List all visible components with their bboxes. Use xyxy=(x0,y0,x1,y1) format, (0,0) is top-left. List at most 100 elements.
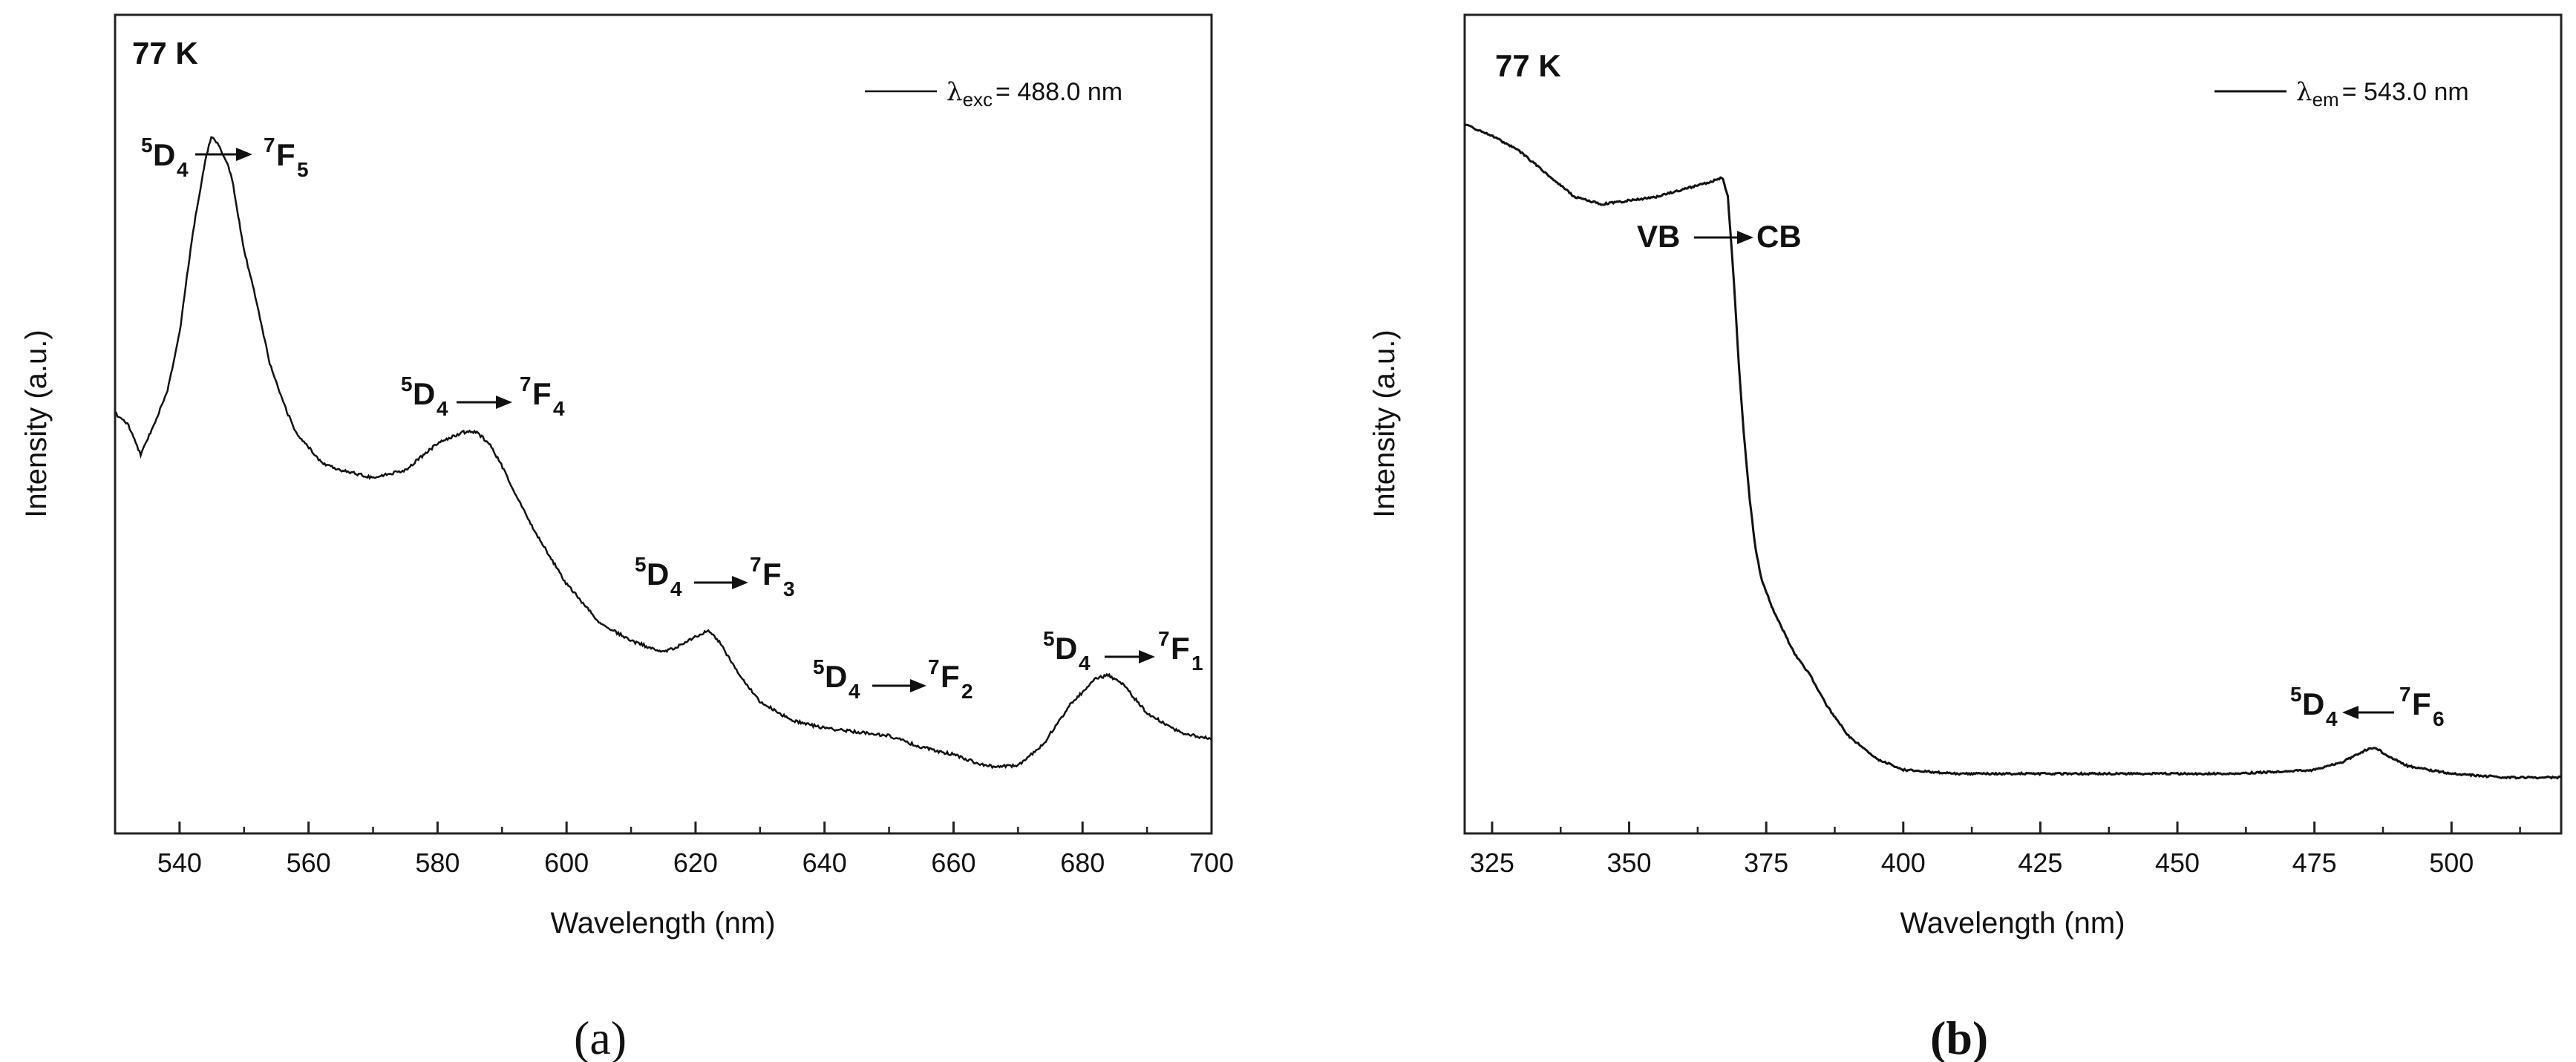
arrow-head-icon xyxy=(236,148,252,161)
legend-sub-b: em xyxy=(2312,88,2339,111)
annotation-sub: 4 xyxy=(553,397,565,420)
x-tick-label: 350 xyxy=(1607,848,1652,878)
x-tick-labels-a: 540 560 580 600 620 640 660 680 700 xyxy=(157,848,1234,878)
arrow-left-icon xyxy=(2342,706,2358,719)
x-tick-label: 325 xyxy=(1470,848,1514,878)
legend-label-b: λem = 543.0 nm xyxy=(2296,77,2469,111)
annotation-sup: 7 xyxy=(1158,627,1170,650)
annotation-sub: 4 xyxy=(2326,707,2338,730)
annotation-b-2: 5 D 4 7 F 6 xyxy=(2290,683,2445,730)
annotation-sub: 4 xyxy=(177,158,189,181)
annotation-term: D xyxy=(1055,631,1077,666)
annotation-sub: 4 xyxy=(1079,652,1091,675)
legend-symbol-a: λ xyxy=(947,77,963,107)
legend-text-a: = 488.0 nm xyxy=(996,78,1122,106)
annotation-sup: 5 xyxy=(141,134,153,157)
x-tick-label: 500 xyxy=(2429,848,2474,878)
annotation-sup: 7 xyxy=(520,373,532,396)
annotation-term: F xyxy=(762,557,782,591)
x-tick-label: 475 xyxy=(2292,848,2337,878)
annotation-sub: 3 xyxy=(783,577,795,600)
annotation-term: F xyxy=(532,376,552,411)
annotation-a-3: 5 D 4 7 F 3 xyxy=(635,553,795,600)
annotation-sup: 7 xyxy=(264,134,275,157)
panel-a: 540 560 580 600 620 640 660 680 700 77 K λexc = 4… xyxy=(20,13,1234,1062)
x-tick-label: 620 xyxy=(673,848,718,878)
annotation-term: F xyxy=(276,137,295,172)
x-tick-label: 680 xyxy=(1060,848,1105,878)
annotation-term: D xyxy=(2302,686,2324,721)
annotation-term: D xyxy=(413,376,435,411)
annotation-term: F xyxy=(1171,631,1190,666)
x-axis-title-a: Wavelength (nm) xyxy=(550,907,775,940)
x-tick-label: 400 xyxy=(1881,848,1926,878)
annotation-sup: 5 xyxy=(401,373,413,396)
annotation-b-1: VB CB xyxy=(1637,219,1802,254)
annotation-term: D xyxy=(647,557,669,591)
annotation-a-2: 5 D 4 7 F 4 xyxy=(401,373,565,420)
legend-b: λem = 543.0 nm xyxy=(2214,77,2469,111)
plot-frame-a xyxy=(114,13,1213,835)
annotation-sup: 5 xyxy=(2290,683,2302,706)
panel-label-a-text: (a) xyxy=(574,1012,627,1062)
annotation-sup: 7 xyxy=(928,655,940,678)
annotation-term: D xyxy=(825,659,847,694)
annotation-a-5: 5 D 4 7 F 1 xyxy=(1043,627,1203,675)
annotation-sub: 2 xyxy=(961,680,973,703)
x-tick-label: 580 xyxy=(415,848,460,878)
panel-label-b-text: (b) xyxy=(1930,1012,1988,1062)
annotation-a-4: 5 D 4 7 F 2 xyxy=(813,655,973,703)
legend-label-a: λexc = 488.0 nm xyxy=(947,77,1122,111)
legend-sub-a: exc xyxy=(963,88,993,111)
x-tick-label: 660 xyxy=(931,848,975,878)
x-tick-label: 640 xyxy=(802,848,847,878)
annotation-sup: 7 xyxy=(2399,683,2411,706)
annotation-sub: 6 xyxy=(2433,707,2445,730)
x-tick-label: 700 xyxy=(1189,848,1234,878)
corner-label-a: 77 K xyxy=(132,36,198,71)
annotation-term: D xyxy=(153,137,175,172)
annotation-a-1: 5 D 4 7 F 5 xyxy=(141,134,309,181)
annotation-term: F xyxy=(2412,686,2431,721)
corner-label-b: 77 K xyxy=(1495,48,1561,83)
arrow-head-icon xyxy=(1139,650,1155,663)
spectrum-line-b xyxy=(1464,123,2562,780)
x-tick-label: 425 xyxy=(2018,848,2062,878)
annotation-sup: 7 xyxy=(750,553,762,576)
x-tick-label: 600 xyxy=(544,848,589,878)
x-tick-label: 375 xyxy=(1744,848,1788,878)
arrow-head-icon xyxy=(1737,231,1753,244)
y-axis-title-a: Intensity (a.u.) xyxy=(20,330,53,517)
panel-b: 325 350 375 400 425 450 475 500 77 K λem = 543.0… xyxy=(1368,13,2563,1062)
annotation-term: F xyxy=(941,659,960,694)
x-axis-title-b: Wavelength (nm) xyxy=(1900,907,2125,940)
panel-label-a: (a) xyxy=(574,1012,627,1062)
y-axis-title-b: Intensity (a.u.) xyxy=(1368,330,1401,517)
x-ticks-a xyxy=(178,822,1213,833)
x-tick-label: 450 xyxy=(2155,848,2200,878)
x-tick-labels-b: 325 350 375 400 425 450 475 500 xyxy=(1470,848,2474,878)
annotation-sub: 5 xyxy=(297,158,309,181)
x-tick-label: 560 xyxy=(287,848,331,878)
annotation-sup: 5 xyxy=(1043,627,1055,650)
annotation-sup: 5 xyxy=(635,553,647,576)
annotation-term: CB xyxy=(1756,219,1802,254)
legend-symbol-b: λ xyxy=(2296,77,2312,107)
legend-text-b: = 543.0 nm xyxy=(2342,78,2469,106)
arrow-head-icon xyxy=(496,396,512,409)
annotation-term: VB xyxy=(1637,219,1680,254)
legend-a: λexc = 488.0 nm xyxy=(865,77,1122,111)
arrow-head-icon xyxy=(910,679,926,692)
annotation-sub: 4 xyxy=(849,680,860,703)
x-ticks-b xyxy=(1491,822,2521,833)
plot-frame-b xyxy=(1463,13,2563,835)
arrow-head-icon xyxy=(732,576,748,589)
x-tick-label: 540 xyxy=(157,848,202,878)
panel-label-b: (b) xyxy=(1930,1012,1988,1062)
annotation-sup: 5 xyxy=(813,655,825,678)
spectrum-line-a xyxy=(114,136,1212,770)
annotation-sub: 4 xyxy=(437,397,448,420)
annotation-sub: 1 xyxy=(1191,652,1203,675)
annotation-sub: 4 xyxy=(670,577,682,600)
